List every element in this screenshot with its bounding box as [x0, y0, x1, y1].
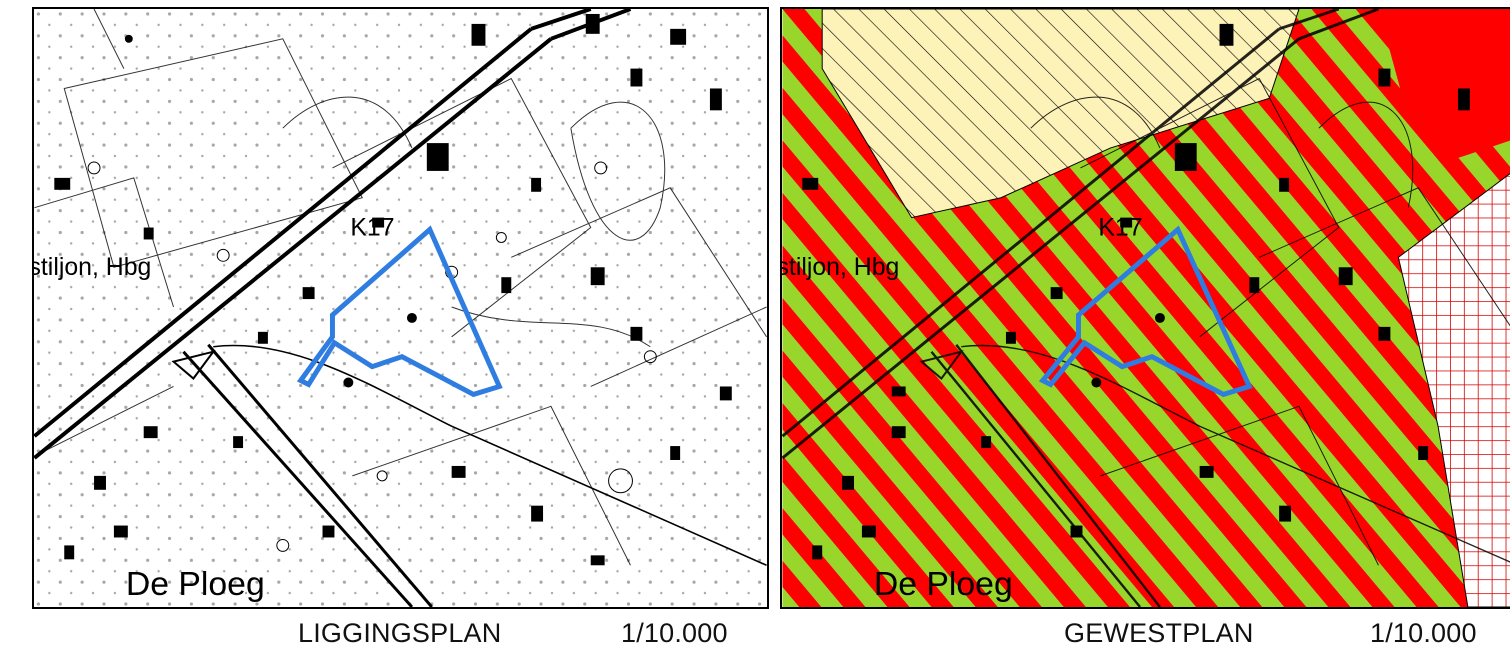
- street-label: stiljon, Hbg: [782, 254, 899, 281]
- gewestplan-title: GEWESTPLAN: [1064, 618, 1254, 648]
- road-label-k17: K17: [350, 214, 394, 241]
- liggingsplan-map: K17 stiljon, Hbg De Ploeg: [32, 7, 769, 609]
- place-label-de-ploeg: De Ploeg: [126, 565, 265, 603]
- project-site-outline: [1038, 225, 1253, 398]
- road-label-k17: K17: [1098, 214, 1142, 241]
- liggingsplan-map-drawing: K17 stiljon, Hbg De Ploeg: [34, 9, 767, 607]
- project-site-outline: [296, 225, 503, 398]
- liggingsplan-scale: 1/10.000: [621, 618, 728, 648]
- gewestplan-map-drawing: K17 stiljon, Hbg De Ploeg: [782, 9, 1510, 607]
- gewestplan-map: K17 stiljon, Hbg De Ploeg: [780, 7, 1510, 609]
- street-label: stiljon, Hbg: [34, 254, 151, 281]
- place-label-de-ploeg: De Ploeg: [874, 565, 1013, 603]
- gewestplan-scale: 1/10.000: [1370, 618, 1477, 648]
- liggingsplan-title: LIGGINGSPLAN: [298, 618, 502, 648]
